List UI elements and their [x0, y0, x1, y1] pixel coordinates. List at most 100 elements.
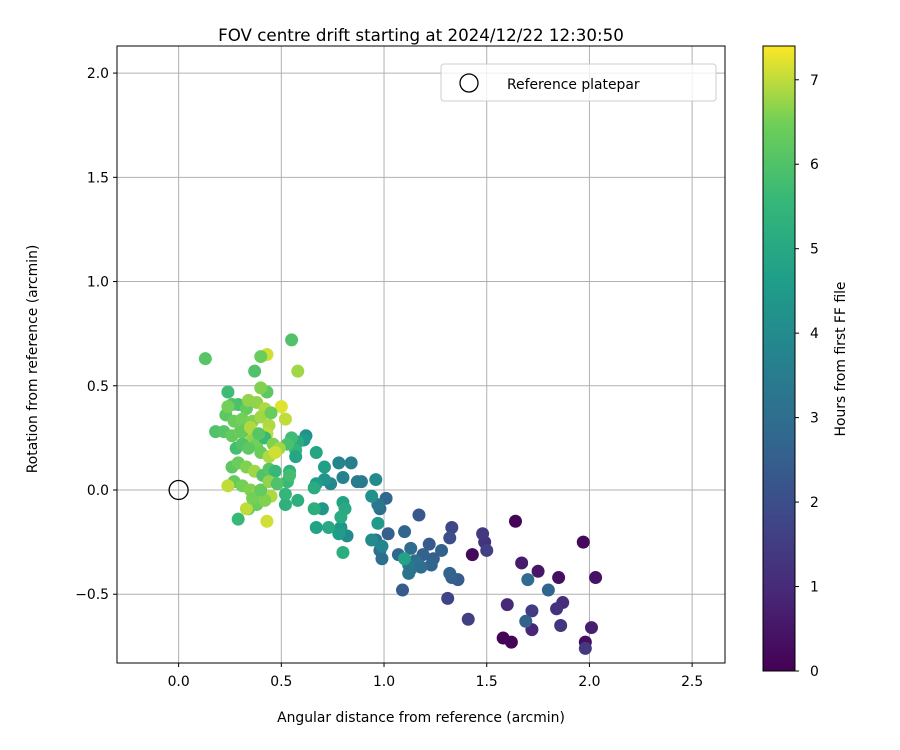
data-point — [291, 364, 305, 378]
data-point — [278, 412, 292, 426]
legend: Reference platepar — [440, 63, 717, 102]
data-point — [350, 475, 364, 489]
data-point — [375, 539, 389, 553]
data-point — [584, 621, 598, 635]
data-point — [519, 614, 533, 628]
data-point — [435, 543, 449, 557]
x-tick-label: 0.0 — [168, 674, 190, 690]
y-tick-label: 1.0 — [87, 275, 109, 291]
data-point — [336, 470, 350, 484]
data-point — [369, 473, 383, 487]
data-point — [402, 566, 416, 580]
data-point — [576, 535, 590, 549]
data-point — [221, 400, 235, 414]
data-point — [541, 583, 555, 597]
y-tick-label: −0.5 — [75, 587, 109, 603]
data-point — [260, 514, 274, 528]
data-point — [422, 537, 436, 551]
grid-lines — [117, 46, 725, 663]
colorbar-label: Hours from first FF file — [833, 282, 849, 437]
colorbar-tick-label: 3 — [810, 411, 819, 427]
data-point — [504, 635, 518, 649]
data-point — [550, 602, 564, 616]
data-point — [239, 502, 253, 516]
data-point — [589, 571, 603, 585]
data-point — [221, 385, 235, 399]
data-point — [515, 556, 529, 570]
data-point — [317, 460, 331, 474]
data-point — [445, 521, 459, 535]
data-point — [521, 573, 535, 587]
plot-frame — [116, 45, 726, 664]
data-point — [344, 456, 358, 470]
legend-entry-reference: Reference platepar — [507, 77, 640, 93]
colorbar-tick-label: 0 — [810, 664, 819, 680]
x-tick-label: 0.5 — [270, 674, 292, 690]
data-point — [235, 412, 249, 426]
data-point — [258, 493, 272, 507]
data-point — [322, 521, 336, 535]
data-point — [198, 352, 212, 366]
colorbar-gradient — [762, 45, 796, 672]
data-point — [285, 333, 299, 347]
data-point — [252, 427, 266, 441]
data-point — [254, 483, 268, 497]
data-point — [396, 583, 410, 597]
data-point — [332, 527, 346, 541]
colorbar-tick-label: 1 — [810, 580, 819, 596]
data-point — [307, 481, 321, 495]
data-point — [307, 502, 321, 516]
legend-reference-marker — [459, 73, 479, 93]
y-tick-label: 1.5 — [87, 170, 109, 186]
data-point — [398, 552, 412, 566]
data-point — [268, 464, 282, 478]
data-point — [525, 604, 539, 618]
data-point — [221, 479, 235, 493]
data-point — [248, 364, 262, 378]
data-point — [241, 441, 255, 455]
reference-platepar-marker — [168, 479, 189, 501]
colorbar-tick-label: 6 — [810, 157, 819, 173]
chart-title: FOV centre drift starting at 2024/12/22 … — [218, 25, 624, 45]
colorbar-ticks: 0 1 2 3 4 5 6 7 — [795, 73, 819, 680]
data-point — [375, 552, 389, 566]
x-tick-label: 2.5 — [681, 674, 703, 690]
data-point — [278, 498, 292, 512]
data-point — [552, 571, 566, 585]
data-point — [283, 468, 297, 482]
data-point — [531, 564, 545, 578]
data-point — [254, 350, 268, 364]
colorbar-tick-label: 2 — [810, 495, 819, 511]
reference-marker-layer — [168, 479, 189, 501]
data-point — [443, 531, 457, 545]
data-point — [441, 591, 455, 605]
y-axis-label: Rotation from reference (arcmin) — [25, 245, 41, 474]
x-tick-label: 1.5 — [476, 674, 498, 690]
data-point — [508, 514, 522, 528]
data-point — [404, 541, 418, 555]
x-axis-label: Angular distance from reference (arcmin) — [277, 710, 565, 726]
data-point — [270, 477, 284, 491]
data-point — [443, 566, 457, 580]
data-point — [465, 548, 479, 562]
data-point — [578, 641, 592, 655]
data-point — [291, 493, 305, 507]
data-point — [461, 612, 475, 626]
data-point — [371, 516, 385, 530]
y-tick-label: 0.5 — [87, 379, 109, 395]
y-axis-ticks: −0.5 0.0 0.5 1.0 1.5 2.0 — [75, 66, 117, 603]
y-tick-label: 0.0 — [87, 483, 109, 499]
data-point — [398, 525, 412, 539]
data-point — [476, 527, 490, 541]
data-point — [554, 618, 568, 632]
colorbar-tick-label: 4 — [810, 326, 819, 342]
data-point — [246, 491, 260, 505]
colorbar-tick-label: 7 — [810, 73, 819, 89]
x-tick-label: 1.0 — [373, 674, 395, 690]
data-point — [424, 558, 438, 572]
data-point — [289, 450, 303, 464]
data-point — [480, 543, 494, 557]
data-point — [381, 527, 395, 541]
y-tick-label: 2.0 — [87, 66, 109, 82]
data-point — [412, 508, 426, 522]
